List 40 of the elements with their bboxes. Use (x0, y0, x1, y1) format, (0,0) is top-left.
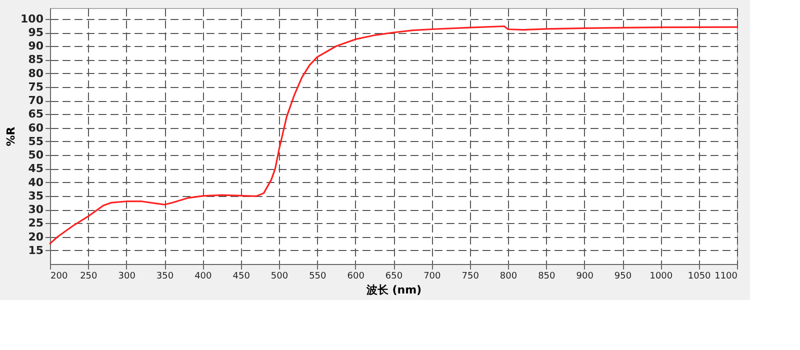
x-tick-label: 450 (232, 272, 250, 282)
y-tick-label: 30 (28, 203, 44, 216)
y-tick-label: 65 (28, 108, 44, 121)
y-tick-label: 85 (28, 53, 44, 66)
x-tick-label: 1050 (688, 272, 712, 282)
y-tick-label: 15 (28, 244, 44, 257)
x-tick-label: 400 (194, 272, 212, 282)
x-axis-title: 波长 (nm) (365, 284, 422, 296)
y-tick-label: 20 (28, 230, 44, 244)
y-tick-label: 50 (28, 148, 44, 162)
x-tick-label: 850 (538, 272, 556, 282)
x-tick-label: 350 (156, 272, 174, 282)
y-tick-label: 60 (28, 121, 44, 134)
y-tick-label: 95 (28, 26, 44, 40)
y-tick-label: 75 (28, 80, 44, 94)
y-tick-label: 70 (28, 94, 44, 108)
x-tick-label: 900 (576, 272, 594, 282)
x-tick-label: 800 (500, 272, 518, 282)
x-tick-label: 550 (309, 272, 327, 282)
y-tick-label: 40 (28, 176, 44, 189)
x-tick-label: 1100 (714, 272, 738, 282)
x-tick-label: 500 (270, 272, 288, 282)
x-tick-label: 300 (118, 272, 136, 282)
y-tick-label: 35 (28, 189, 44, 202)
y-tick-label: 45 (28, 162, 44, 176)
y-tick-label: 90 (28, 40, 44, 53)
x-tick-label: 750 (462, 272, 480, 282)
y-tick-label: 55 (28, 134, 44, 148)
line-series (49, 25, 738, 244)
y-tick-label: 100 (20, 12, 44, 26)
x-tick-label: 650 (385, 272, 403, 282)
x-tick-label: 700 (424, 272, 442, 282)
x-tick-label: 250 (80, 272, 98, 282)
x-tick-label: 200 (50, 272, 68, 282)
y-axis-title: %R (4, 126, 18, 146)
x-tick-label: 600 (347, 272, 365, 282)
y-tick-label: 80 (28, 66, 44, 80)
y-tick-label: 25 (28, 216, 44, 230)
x-tick-label: 950 (614, 272, 632, 282)
x-tick-label: 1000 (650, 272, 673, 282)
